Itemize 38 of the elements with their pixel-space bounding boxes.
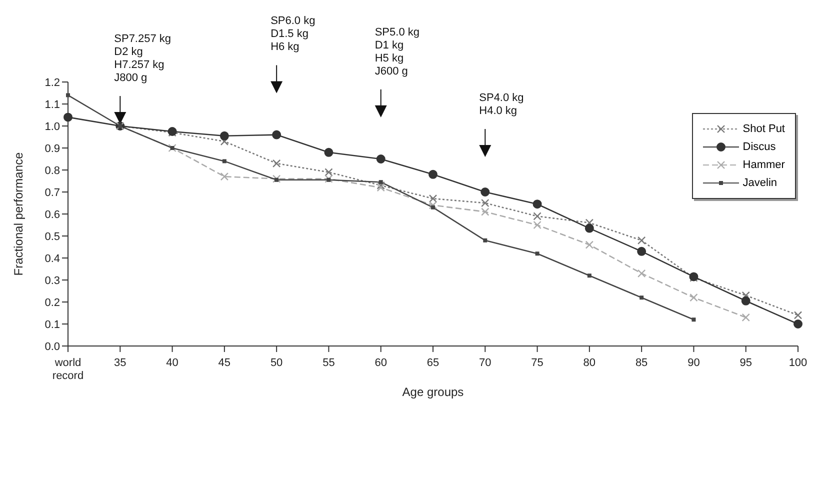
y-tick-label: 0.7 — [44, 186, 60, 199]
x-tick-label: 95 — [740, 357, 752, 369]
x-tick-label: 40 — [166, 357, 178, 369]
y-tick-label: 0.6 — [44, 208, 60, 221]
y-tick-label: 0.2 — [44, 296, 60, 309]
x-tick-label: 35 — [114, 357, 126, 369]
y-tick-label: 0.3 — [44, 274, 60, 287]
x-tick-label: 55 — [322, 357, 335, 369]
y-tick-label: 0.1 — [44, 318, 60, 331]
x-tick-label: 75 — [531, 357, 544, 369]
y-tick-label: 0.0 — [44, 340, 60, 353]
text: SP6.0 kg D1.5 kg H6 kg — [270, 15, 316, 54]
text: SP5.0 kg D1 kg H5 kg J600 g — [374, 26, 420, 78]
y-tick-label: 0.5 — [44, 230, 60, 243]
x-tick-label: 90 — [688, 357, 700, 369]
legend-label: Javelin — [742, 177, 778, 189]
x-tick-label: world record — [52, 357, 84, 382]
legend-label: Discus — [742, 141, 776, 153]
y-tick-label: 1.0 — [44, 120, 60, 133]
x-tick-label: 100 — [788, 357, 808, 369]
annotation: SP4.0 kg H4.0 kg — [479, 92, 524, 117]
legend-label: Hammer — [742, 159, 785, 171]
y-tick-label: 0.4 — [44, 252, 60, 265]
legend-label: Shot Put — [742, 123, 785, 135]
x-axis-title: Age groups — [402, 385, 464, 399]
y-axis-title: Fractional performance — [11, 152, 26, 276]
y-tick-label: 0.8 — [44, 164, 60, 177]
x-tick-label: 70 — [479, 357, 492, 369]
annotation: SP7.257 kg D2 kg H7.257 kg J800 g — [114, 33, 172, 84]
y-tick-label: 1.1 — [44, 98, 60, 111]
x-tick-label: 50 — [270, 357, 283, 369]
y-tick-label: 1.2 — [44, 76, 60, 89]
x-tick-label: 65 — [426, 357, 440, 369]
x-tick-label: 85 — [635, 357, 648, 369]
x-tick-label: 60 — [374, 357, 387, 369]
x-tick-label: 45 — [218, 357, 231, 369]
x-tick-label: 80 — [583, 357, 596, 369]
y-tick-label: 0.9 — [44, 142, 60, 155]
